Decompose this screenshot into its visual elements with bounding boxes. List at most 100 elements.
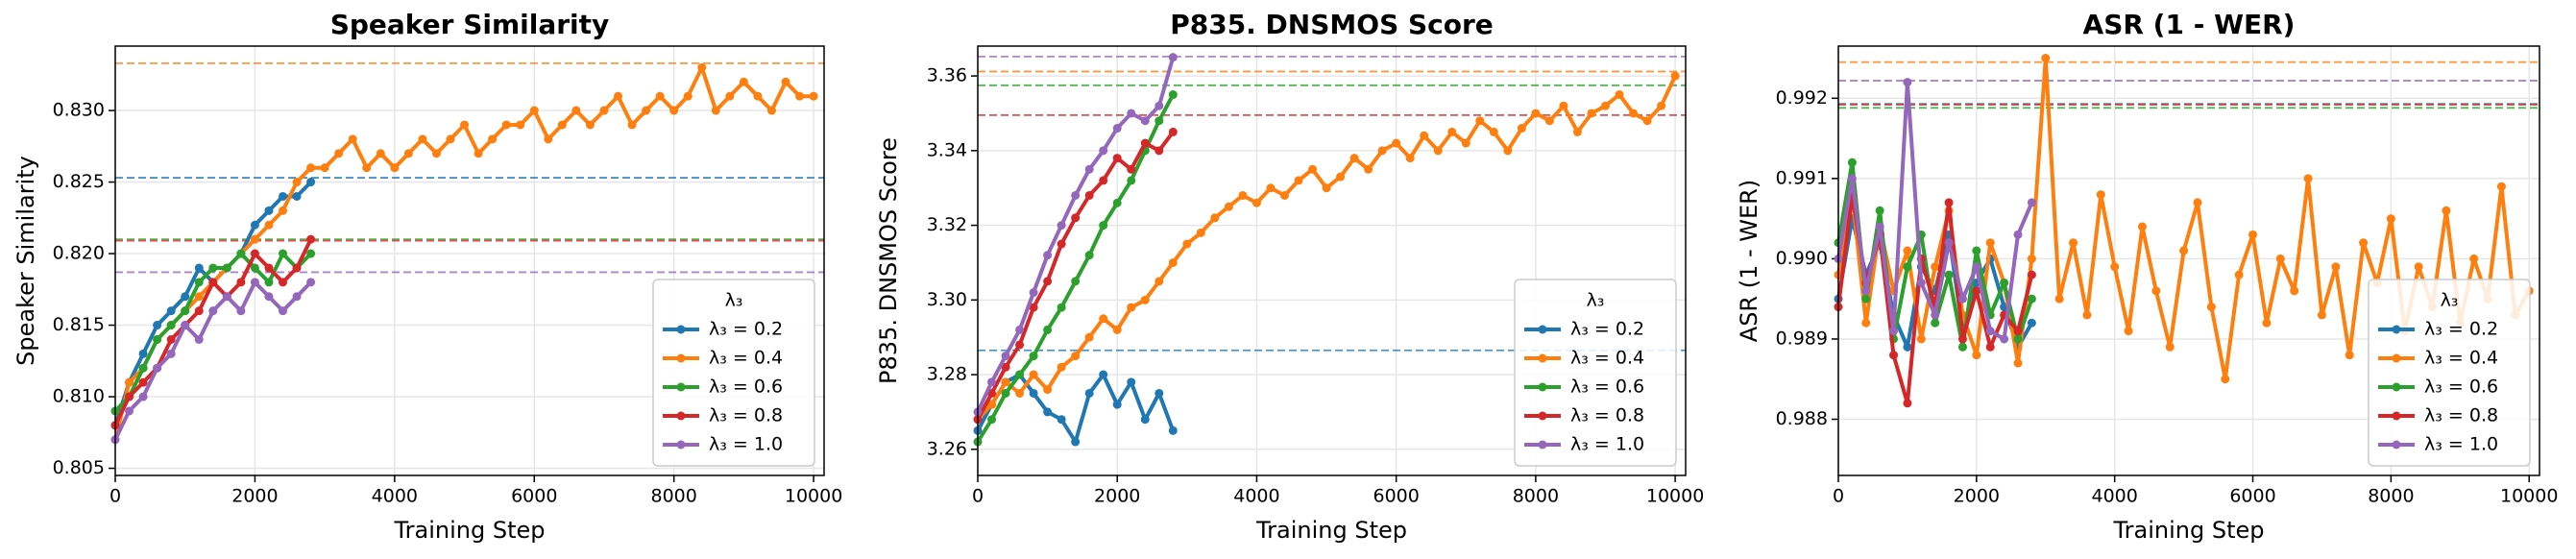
point (1447, 127, 1457, 136)
point (529, 106, 539, 115)
x-tick-label: 10000 (1646, 486, 1704, 507)
point (1071, 213, 1081, 223)
point (1670, 71, 1680, 81)
legend-box (1514, 279, 1677, 467)
point (125, 392, 134, 401)
point (292, 178, 302, 187)
point (153, 363, 162, 373)
point (1112, 325, 1122, 334)
point (1957, 334, 1967, 344)
point (250, 263, 259, 273)
point (236, 249, 246, 258)
point (194, 334, 204, 344)
point (2414, 262, 2423, 272)
x-tick-label: 4000 (1233, 486, 1279, 507)
point (264, 220, 274, 230)
point (264, 263, 274, 273)
point (348, 134, 357, 144)
point (1154, 277, 1164, 286)
point (1572, 127, 1582, 136)
point (1182, 239, 1192, 249)
legend-marker (1538, 325, 1547, 334)
point (1127, 303, 1136, 312)
point (181, 306, 190, 316)
point (194, 292, 204, 302)
point (1084, 388, 1094, 398)
point (1140, 116, 1150, 126)
point (306, 163, 316, 173)
x-tick-label: 2000 (1954, 486, 2000, 507)
point (153, 334, 162, 344)
point (2206, 303, 2216, 312)
point (1916, 334, 1926, 344)
point (250, 249, 259, 258)
axes-frame (114, 45, 825, 476)
point (1168, 257, 1178, 267)
point (1127, 176, 1136, 185)
legend-marker (2392, 353, 2401, 363)
point (1084, 332, 1094, 342)
point (2027, 294, 2036, 304)
point (766, 106, 776, 115)
point (2290, 286, 2299, 296)
point (1001, 377, 1010, 387)
point (1127, 164, 1136, 174)
x-tick-label: 2000 (231, 486, 278, 507)
point (1985, 342, 1995, 352)
point (1210, 213, 1220, 223)
legend-label: λ₃ = 0.8 (709, 405, 783, 426)
point (2027, 254, 2036, 263)
point (1084, 251, 1094, 260)
point (1099, 146, 1108, 156)
point (306, 234, 316, 244)
x-axis-label: Training Step (2113, 517, 2265, 544)
legend-label: λ₃ = 0.2 (1570, 319, 1644, 340)
point (1544, 116, 1554, 126)
legend-box (2368, 279, 2531, 467)
point (1364, 164, 1373, 174)
y-tick-label: 0.805 (53, 457, 105, 478)
point (292, 263, 302, 273)
point (279, 206, 288, 215)
legend-marker (1538, 382, 1547, 392)
legend-marker (2392, 411, 2401, 421)
point (1252, 198, 1261, 207)
legend-title: λ₃ (2441, 290, 2459, 311)
point (1084, 164, 1094, 174)
point (725, 91, 735, 101)
point (1657, 101, 1666, 110)
x-tick-label: 8000 (1513, 486, 1559, 507)
legend-marker (1538, 440, 1547, 450)
legend: λ₃ λ₃ = 0.2 λ₃ = 0.4 λ₃ = 0.6 λ₃ = 0.8 λ₃ = 1… (2368, 279, 2531, 467)
point (1238, 190, 1248, 200)
y-tick-label: 0.825 (53, 171, 105, 192)
point (1057, 303, 1066, 312)
axes-frame (1837, 45, 2540, 476)
point (697, 62, 707, 72)
point (1931, 310, 1940, 320)
chart-title: P835. DNSMOS Score (1170, 9, 1494, 40)
point (208, 278, 218, 287)
point (2027, 270, 2036, 280)
point (1931, 262, 1940, 272)
point (1294, 176, 1303, 185)
point (1642, 116, 1652, 126)
legend-label: λ₃ = 1.0 (1570, 434, 1644, 455)
x-tick-label: 0 (972, 486, 984, 507)
x-tick-label: 2000 (1094, 486, 1140, 507)
chart-title: Speaker Similarity (330, 9, 610, 40)
point (138, 392, 148, 401)
point (1140, 415, 1150, 425)
point (1266, 183, 1276, 193)
point (1433, 146, 1443, 156)
x-axis-label: Training Step (394, 517, 546, 544)
y-tick-label: 0.810 (53, 386, 105, 407)
point (1154, 101, 1164, 110)
point (1600, 101, 1610, 110)
point (264, 292, 274, 302)
point (1559, 101, 1568, 110)
point (222, 292, 231, 302)
point (1043, 251, 1053, 260)
point (1587, 109, 1596, 118)
point (166, 321, 176, 330)
